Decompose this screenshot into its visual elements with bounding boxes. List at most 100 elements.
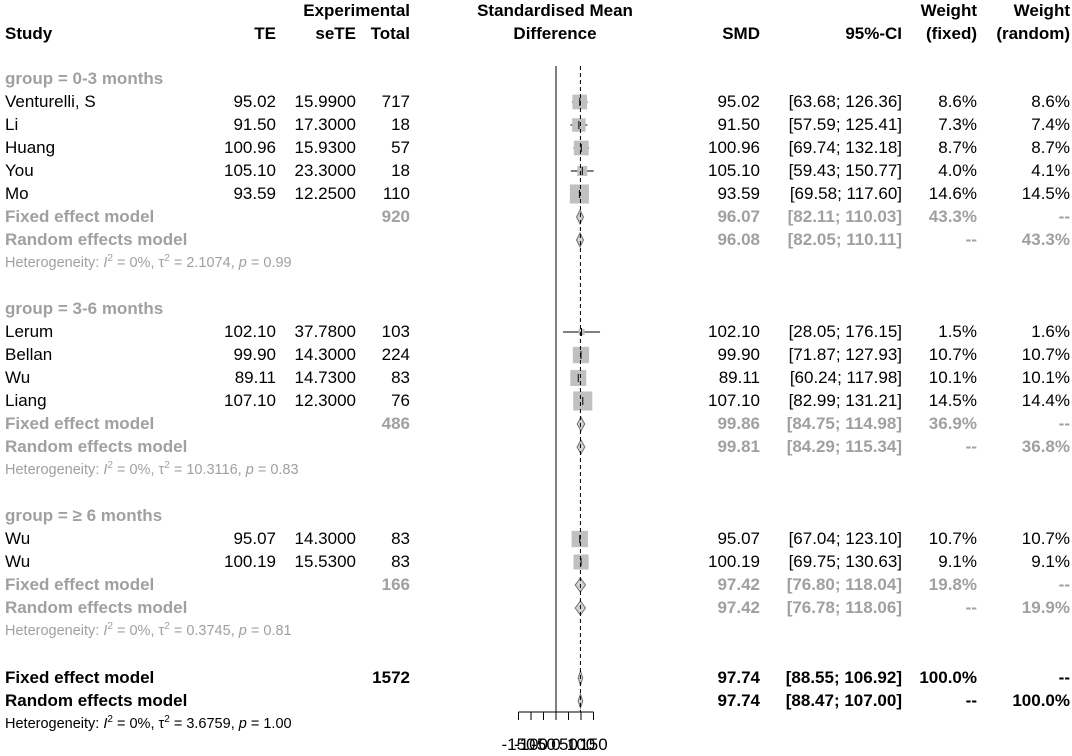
x-tick-label: -150 [501,735,536,754]
study-smd: 99.90 [717,345,760,364]
random-effects-label: Random effects model [5,230,188,249]
tau2-value: 3.6759 [186,716,231,732]
model-weight-fixed: -- [965,230,977,249]
study-te: 105.10 [224,161,276,180]
header-weight-fixed-2: (fixed) [926,24,977,43]
heterogeneity-stats: Heterogeneity: I2 = 0%, τ2 = 3.6759, p =… [5,714,292,734]
random-effects-diamond [575,231,585,249]
i2-symbol: I2 = [103,253,130,272]
study-sete: 12.2500 [294,184,356,203]
p-symbol: , p = [237,462,271,478]
study-weight-random: 10.7% [1021,345,1070,364]
study-total: 224 [381,345,410,364]
study-name: Wu [5,368,31,387]
heterogeneity-prefix: Heterogeneity: [5,462,104,478]
heterogeneity-stats: Heterogeneity: I2 = 0%, τ2 = 0.3745, p =… [5,621,292,641]
study-weight-random: 1.6% [1031,322,1070,341]
study-name: Wu [5,552,31,571]
study-name: Venturelli, S [5,92,96,111]
model-smd: 96.07 [717,207,760,226]
study-total: 103 [381,322,410,341]
study-weight-fixed: 9.1% [938,552,977,571]
tau2-symbol: , τ2 = [150,714,187,733]
subgroup-label: group = 3-6 months [5,299,164,318]
study-sete: 37.7800 [294,322,356,341]
study-smd: 89.11 [718,368,760,387]
study-te: 93.59 [233,184,276,203]
study-ci: [63.68; 126.36] [788,92,902,111]
header-smd-line1: Standardised Mean [477,1,633,20]
study-ci: [60.24; 117.98] [789,368,902,387]
study-total: 83 [391,368,410,387]
header-ci: 95%-CI [845,24,902,43]
p-value: 0.83 [270,462,299,478]
model-ci: [82.11; 110.03] [787,207,902,226]
study-ci: [69.58; 117.60] [789,184,902,203]
study-name: Liang [5,391,47,410]
model-ci: [88.55; 106.92] [785,668,902,687]
study-ci: [67.04; 123.10] [788,529,902,548]
study-weight-fixed: 10.7% [928,345,977,364]
model-weight-random: -- [1058,414,1070,433]
model-ci: [76.78; 118.06] [786,598,902,617]
fixed-effect-diamond [576,415,586,433]
model-smd: 99.81 [717,437,760,456]
random-effects-diamond [576,438,586,456]
model-total: 1572 [372,668,410,687]
model-total: 920 [381,207,410,226]
tau2-value: 2.1074 [186,255,231,271]
study-total: 110 [382,184,410,203]
random-effects-label: Random effects model [5,437,188,456]
p-value: 0.99 [263,255,292,271]
subgroup-label: group = ≥ 6 months [5,506,163,525]
study-weight-random: 10.7% [1021,529,1070,548]
model-weight-fixed: -- [965,437,977,456]
header-total: Total [370,24,410,43]
model-smd: 97.74 [717,691,760,710]
study-weight-random: 14.5% [1021,184,1070,203]
study-weight-fixed: 10.7% [928,529,977,548]
fixed-effect-label: Fixed effect model [5,414,155,433]
study-ci: [71.87; 127.93] [788,345,902,364]
study-te: 107.10 [224,391,276,410]
fixed-effect-label: Fixed effect model [5,207,155,226]
i2-value: 0% [129,462,151,478]
study-weight-random: 9.1% [1031,552,1070,571]
random-effects-label: Random effects model [5,691,188,710]
study-sete: 15.5300 [294,552,356,571]
study-smd: 91.50 [717,115,760,134]
study-total: 18 [391,161,410,180]
model-smd: 99.86 [717,414,760,433]
study-sete: 14.3000 [294,345,356,364]
p-value: 1.00 [263,716,292,732]
study-sete: 23.3000 [294,161,356,180]
study-total: 57 [391,138,410,157]
study-total: 83 [391,552,410,571]
model-weight-random: 43.3% [1021,230,1070,249]
header-weight-random-1: Weight [1013,1,1070,20]
study-te: 99.90 [233,345,276,364]
study-weight-fixed: 1.5% [938,322,977,341]
model-weight-fixed: -- [965,691,977,710]
x-tick-label: 50 [559,735,578,754]
header-te: TE [254,24,276,43]
fixed-effect-label: Fixed effect model [5,575,155,594]
i2-symbol: I2 = [103,714,130,733]
study-smd: 107.10 [708,391,760,410]
study-weight-random: 10.1% [1021,368,1070,387]
study-weight-random: 8.7% [1031,138,1070,157]
study-weight-fixed: 8.6% [938,92,977,111]
model-weight-fixed: 43.3% [928,207,977,226]
study-name: Mo [5,184,29,203]
study-te: 95.07 [233,529,276,548]
study-weight-fixed: 10.1% [928,368,977,387]
model-weight-random: 19.9% [1021,598,1070,617]
tau2-value: 10.3116 [186,462,238,478]
study-name: Lerum [5,322,54,341]
study-te: 91.50 [233,115,276,134]
study-smd: 100.19 [708,552,760,571]
study-smd: 95.02 [717,92,760,111]
tau2-symbol: , τ2 = [150,253,187,272]
study-weight-random: 7.4% [1031,115,1070,134]
